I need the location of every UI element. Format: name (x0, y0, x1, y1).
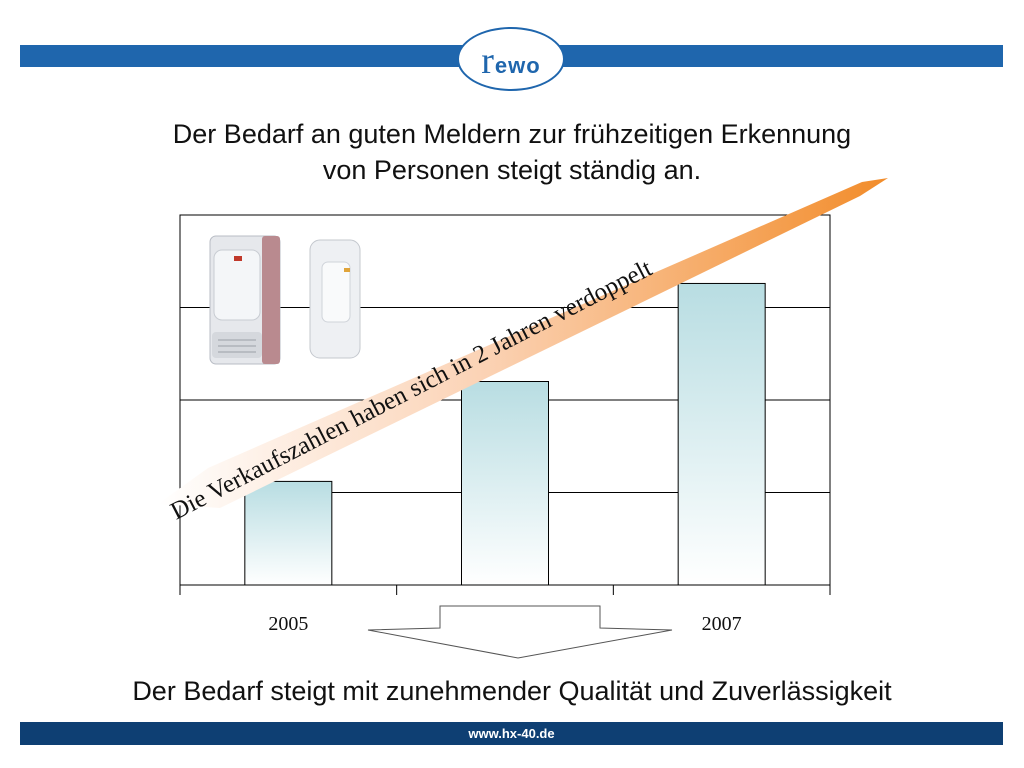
bars (244, 282, 766, 586)
logo-text: rewo (481, 40, 541, 82)
headline-line-1: Der Bedarf an guten Meldern zur frühzeit… (172, 119, 852, 149)
bar-2006 (461, 381, 549, 586)
footer-url[interactable]: www.hx-40.de (468, 726, 555, 741)
footer-bar: www.hx-40.de (20, 722, 1003, 745)
axes (179, 214, 831, 595)
rewo-logo: rewo (457, 27, 565, 91)
x-tick-label-2007: 2007 (702, 613, 742, 635)
headline: Der Bedarf an guten Meldern zur frühzeit… (40, 116, 984, 188)
headline-line-2: von Personen steigt ständig an. (322, 155, 702, 185)
plot-frame (179, 214, 831, 586)
motion-detector-image-1 (209, 235, 281, 365)
bottom-statement: Der Bedarf steigt mit zunehmender Qualit… (132, 676, 892, 706)
down-pointer-arrow (367, 605, 673, 659)
bar-2007 (677, 282, 766, 586)
bar-2005 (244, 480, 333, 586)
motion-detector-image-2 (309, 239, 361, 359)
x-tick-label-2005: 2005 (268, 613, 308, 635)
growth-arrow (158, 178, 888, 508)
